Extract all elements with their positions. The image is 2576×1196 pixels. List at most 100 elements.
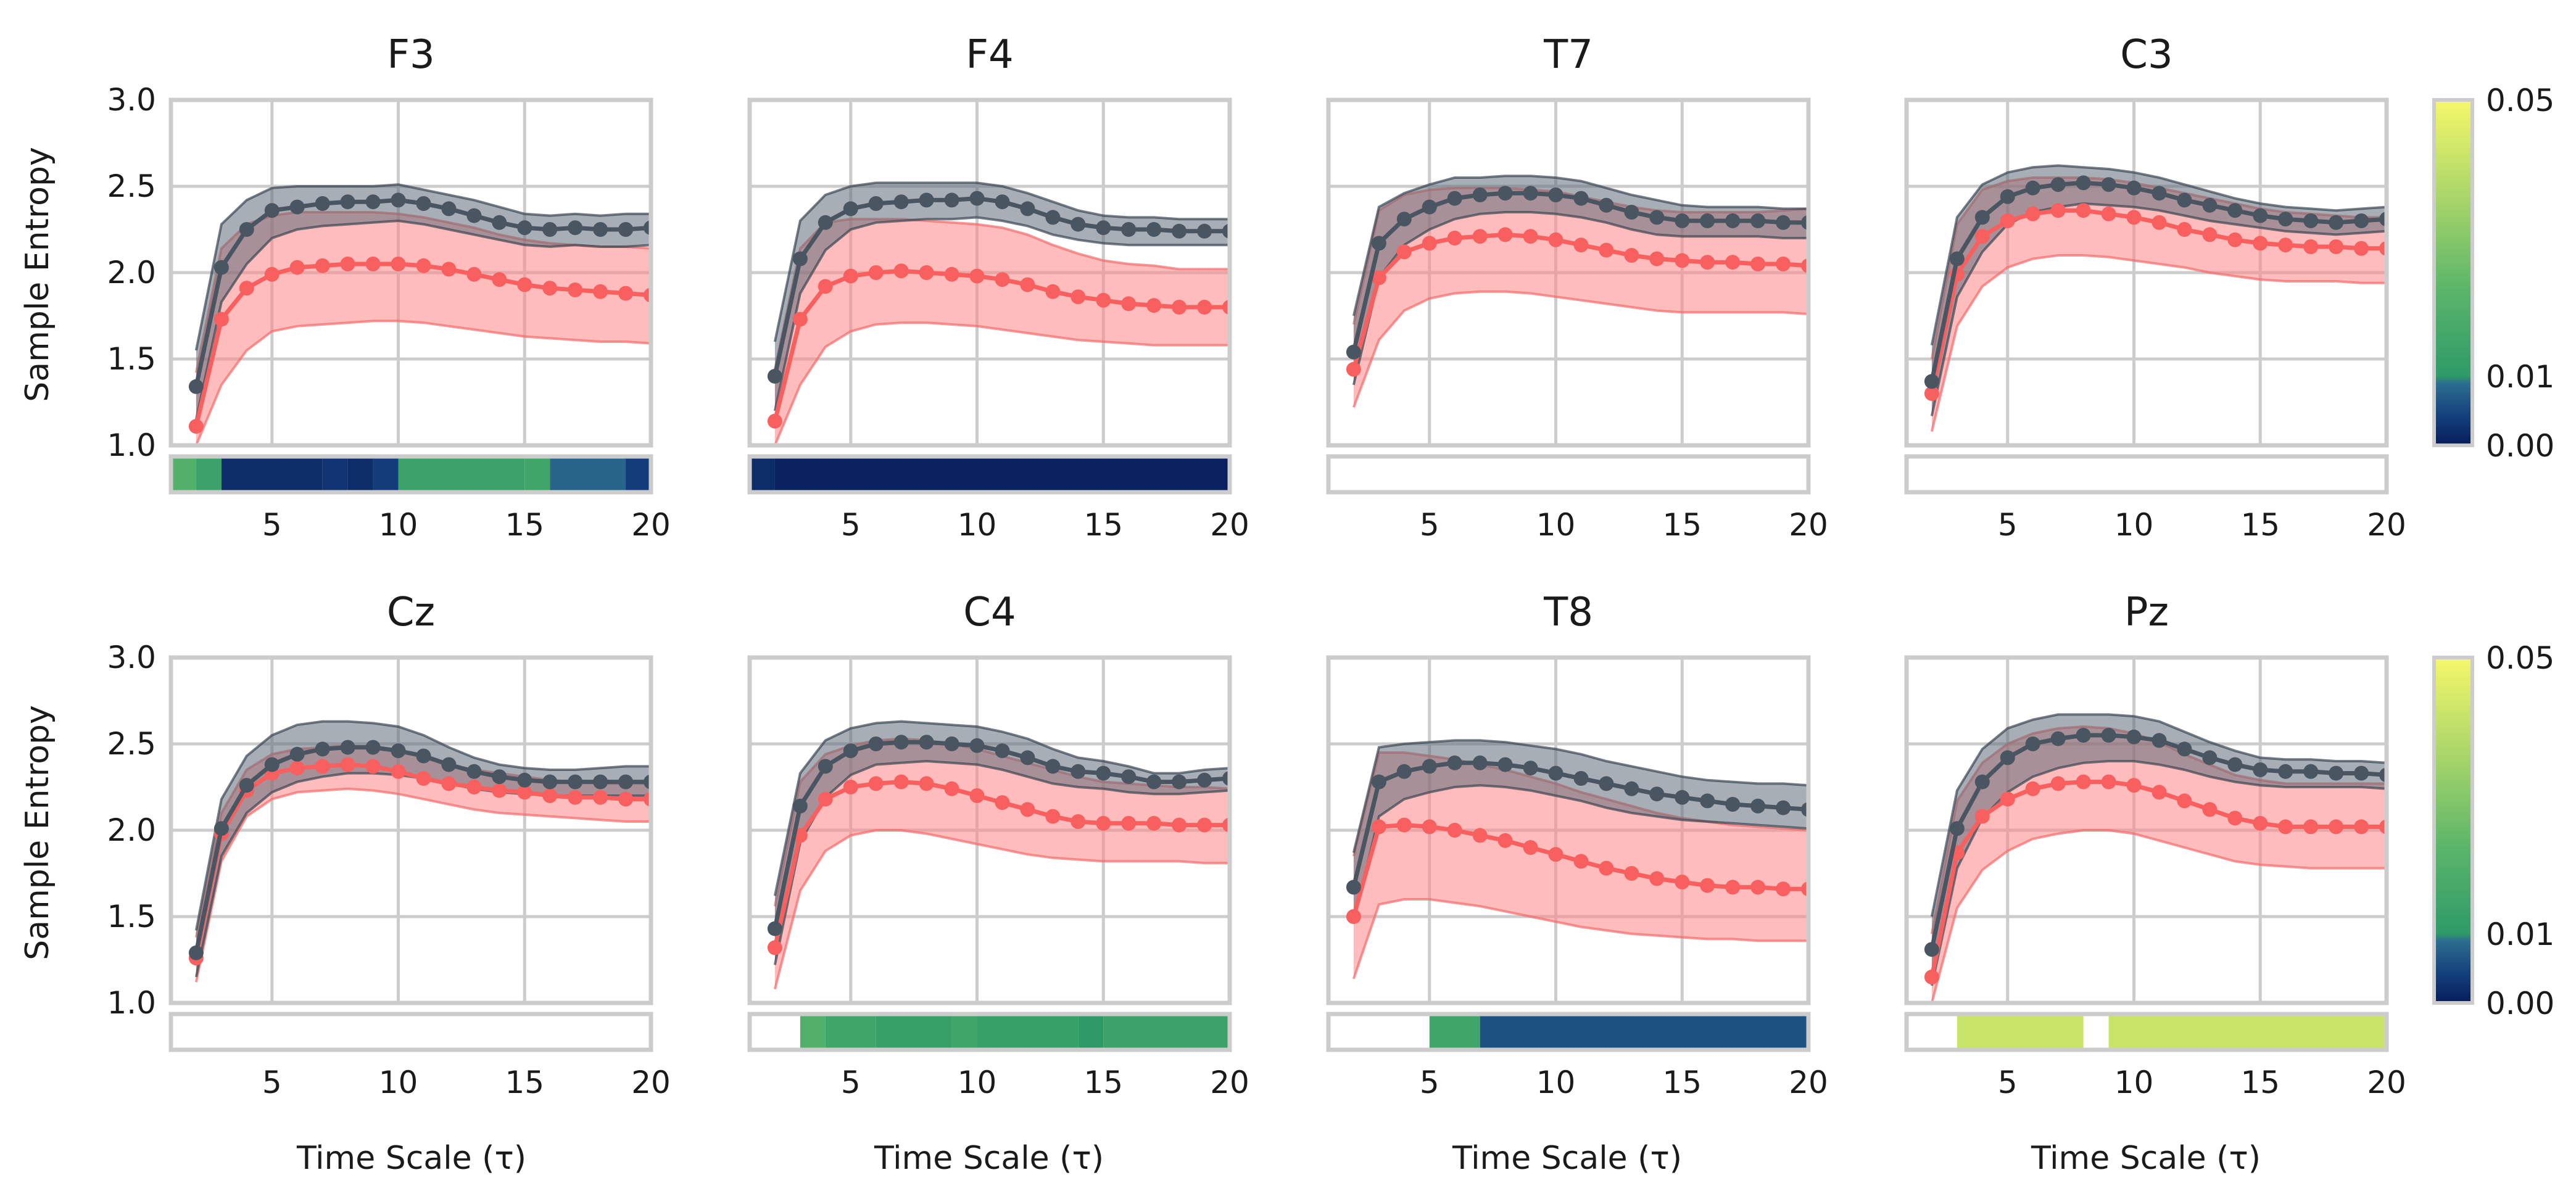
significance-segment xyxy=(524,456,550,492)
data-point-dark xyxy=(2000,750,2015,765)
colorbar-1: 0.05 0.01 0.00 xyxy=(2432,83,2554,464)
data-point-red xyxy=(289,761,305,776)
data-point-dark xyxy=(1497,757,1513,772)
data-point-dark xyxy=(767,921,782,936)
data-point-dark xyxy=(995,743,1010,759)
data-point-red xyxy=(340,757,355,772)
data-point-red xyxy=(1573,237,1589,253)
panel-t7: T7 5 10 15 20 xyxy=(1326,32,1828,543)
data-point-red xyxy=(1776,257,1791,271)
data-point-red xyxy=(1020,277,1035,292)
data-point-red xyxy=(2303,819,2319,835)
data-point-dark xyxy=(2000,189,2015,204)
x-tick-label: 10 xyxy=(1536,1065,1576,1100)
x-tick-label: 15 xyxy=(2240,1065,2280,1100)
band-edge-lower-red xyxy=(1930,829,2387,1003)
data-point-dark xyxy=(213,260,229,275)
data-point-dark xyxy=(492,215,507,230)
data-point-dark xyxy=(466,764,482,779)
data-point-dark xyxy=(1776,800,1791,815)
data-point-red xyxy=(340,257,355,271)
y-tick-label: 2.5 xyxy=(107,726,156,762)
series-group-pz xyxy=(1924,713,2387,1003)
data-point-dark xyxy=(416,196,431,211)
data-point-red xyxy=(868,776,884,791)
data-point-dark xyxy=(1649,786,1665,802)
x-tick-label: 15 xyxy=(1083,1065,1123,1100)
data-point-red xyxy=(843,268,858,284)
data-point-dark xyxy=(893,735,909,750)
data-point-dark xyxy=(1172,774,1187,790)
data-point-dark xyxy=(416,748,431,764)
band-edge-upper-dark xyxy=(773,720,1230,896)
x-tick-label: 5 xyxy=(262,1065,282,1100)
data-point-red xyxy=(944,781,959,796)
data-point-dark xyxy=(2151,733,2167,748)
x-tick-label: 15 xyxy=(505,507,544,543)
x-tick-label: 10 xyxy=(2114,507,2154,543)
data-point-dark xyxy=(1121,769,1137,785)
plot-frame-t8 xyxy=(1326,655,1811,1005)
data-point-dark xyxy=(593,222,608,237)
band-red xyxy=(1353,188,1808,408)
data-point-dark xyxy=(1045,210,1061,225)
data-point-dark xyxy=(1071,217,1086,232)
data-point-dark xyxy=(1121,222,1137,237)
data-point-dark xyxy=(239,222,254,237)
x-tick-label: 10 xyxy=(958,1065,997,1100)
data-point-red xyxy=(767,940,782,955)
data-point-red xyxy=(2354,241,2369,256)
data-point-red xyxy=(2126,210,2142,225)
data-point-dark xyxy=(893,194,909,210)
data-point-dark xyxy=(2126,729,2142,744)
data-point-dark xyxy=(2227,757,2243,772)
data-point-dark xyxy=(1675,790,1690,805)
data-point-red xyxy=(1447,823,1462,838)
data-point-red xyxy=(969,268,985,284)
data-point-red xyxy=(239,281,254,296)
data-point-dark xyxy=(1045,759,1061,774)
x-tick-label: 15 xyxy=(2240,507,2280,543)
data-point-dark xyxy=(1750,798,1766,814)
x-tick-label: 5 xyxy=(1998,507,2018,543)
data-point-dark xyxy=(2177,192,2192,208)
data-point-red xyxy=(2177,222,2192,237)
panel-title-c3: C3 xyxy=(2120,32,2172,78)
colorbar-tick-label: 0.00 xyxy=(2486,986,2554,1021)
colorbar-tick-label: 0.05 xyxy=(2486,83,2554,118)
data-point-dark xyxy=(919,192,934,208)
x-axis-label-2: Time Scale (τ) xyxy=(874,1140,1104,1177)
series-group-f4 xyxy=(767,181,1230,445)
significance-segment xyxy=(774,456,1230,492)
colorbar-tick-label: 0.01 xyxy=(2486,359,2554,395)
data-point-dark xyxy=(2202,197,2218,213)
data-point-dark xyxy=(618,774,634,790)
band-edge-lower-dark xyxy=(1352,784,1808,922)
data-point-dark xyxy=(391,192,406,208)
significance-segment xyxy=(550,456,626,492)
band-edge-lower-dark xyxy=(194,219,651,420)
band-red xyxy=(196,212,651,445)
data-point-dark xyxy=(1396,764,1412,779)
data-point-red xyxy=(2076,774,2091,790)
data-point-dark xyxy=(1776,215,1791,230)
data-point-dark xyxy=(1573,771,1589,786)
significance-segment xyxy=(800,1014,826,1050)
y-tick-label: 1.5 xyxy=(107,341,156,377)
panel-title-t7: T7 xyxy=(1543,32,1593,78)
strip-frame xyxy=(1904,1012,2389,1052)
data-point-dark xyxy=(568,774,583,790)
significance-strip-f3 xyxy=(168,454,653,495)
band-edge-upper-dark xyxy=(773,181,1230,342)
significance-strip-t7 xyxy=(1326,454,1811,495)
data-point-dark xyxy=(944,192,959,208)
x-tick-label: 5 xyxy=(262,507,282,543)
strip-frame xyxy=(747,454,1232,495)
data-point-dark xyxy=(2101,728,2116,743)
significance-segment xyxy=(825,1014,876,1050)
data-point-red xyxy=(365,257,381,271)
data-point-dark xyxy=(1924,942,1939,957)
panels: F3 1.0 1.5 2.0 2.5 3.0 5 10 15 20 F4 5 10 15 20 T7 5 10 15… xyxy=(107,32,2406,1100)
band-edge-lower-dark xyxy=(773,216,1230,411)
plot-frame-f4 xyxy=(747,97,1232,448)
